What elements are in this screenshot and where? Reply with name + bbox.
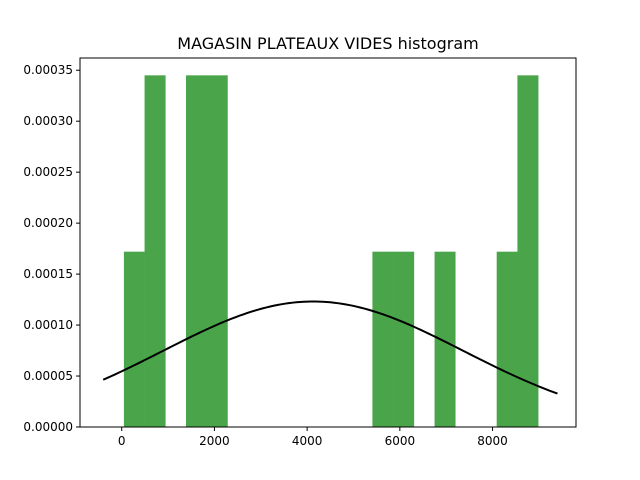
y-tick-label: 0.00015: [23, 267, 73, 281]
x-tick-label: 0: [118, 434, 126, 448]
plot-frame: [79, 57, 577, 428]
bars-group: [123, 75, 539, 427]
y-tick-label: 0.00025: [23, 165, 73, 179]
y-axis-ticks: 0.00000 0.00005 0.00010 0.00015 0.00020 0.000…: [23, 63, 80, 434]
histogram-bar: [144, 75, 166, 427]
chart-title: MAGASIN PLATEAUX VIDES histogram: [177, 34, 478, 53]
histogram-bar: [186, 75, 208, 427]
histogram-bar: [372, 251, 394, 427]
y-tick-label: 0.00030: [23, 114, 73, 128]
normal-fit-curve: [102, 300, 558, 395]
y-tick-label: 0.00035: [23, 63, 73, 77]
histogram-bar: [496, 251, 518, 427]
x-axis-ticks: 0 2000 4000 6000 8000: [118, 427, 508, 448]
x-tick-label: 2000: [199, 434, 230, 448]
y-tick-label: 0.00005: [23, 369, 73, 383]
histogram-bar: [434, 251, 456, 427]
x-tick-label: 6000: [385, 434, 416, 448]
histogram-bar: [206, 75, 228, 427]
y-tick-label: 0.00000: [23, 420, 73, 434]
y-tick-label: 0.00020: [23, 216, 73, 230]
histogram-bar: [393, 251, 415, 427]
histogram-bar: [123, 251, 145, 427]
x-tick-label: 4000: [292, 434, 323, 448]
histogram-bar: [517, 75, 539, 427]
y-tick-label: 0.00010: [23, 318, 73, 332]
x-tick-label: 8000: [477, 434, 508, 448]
